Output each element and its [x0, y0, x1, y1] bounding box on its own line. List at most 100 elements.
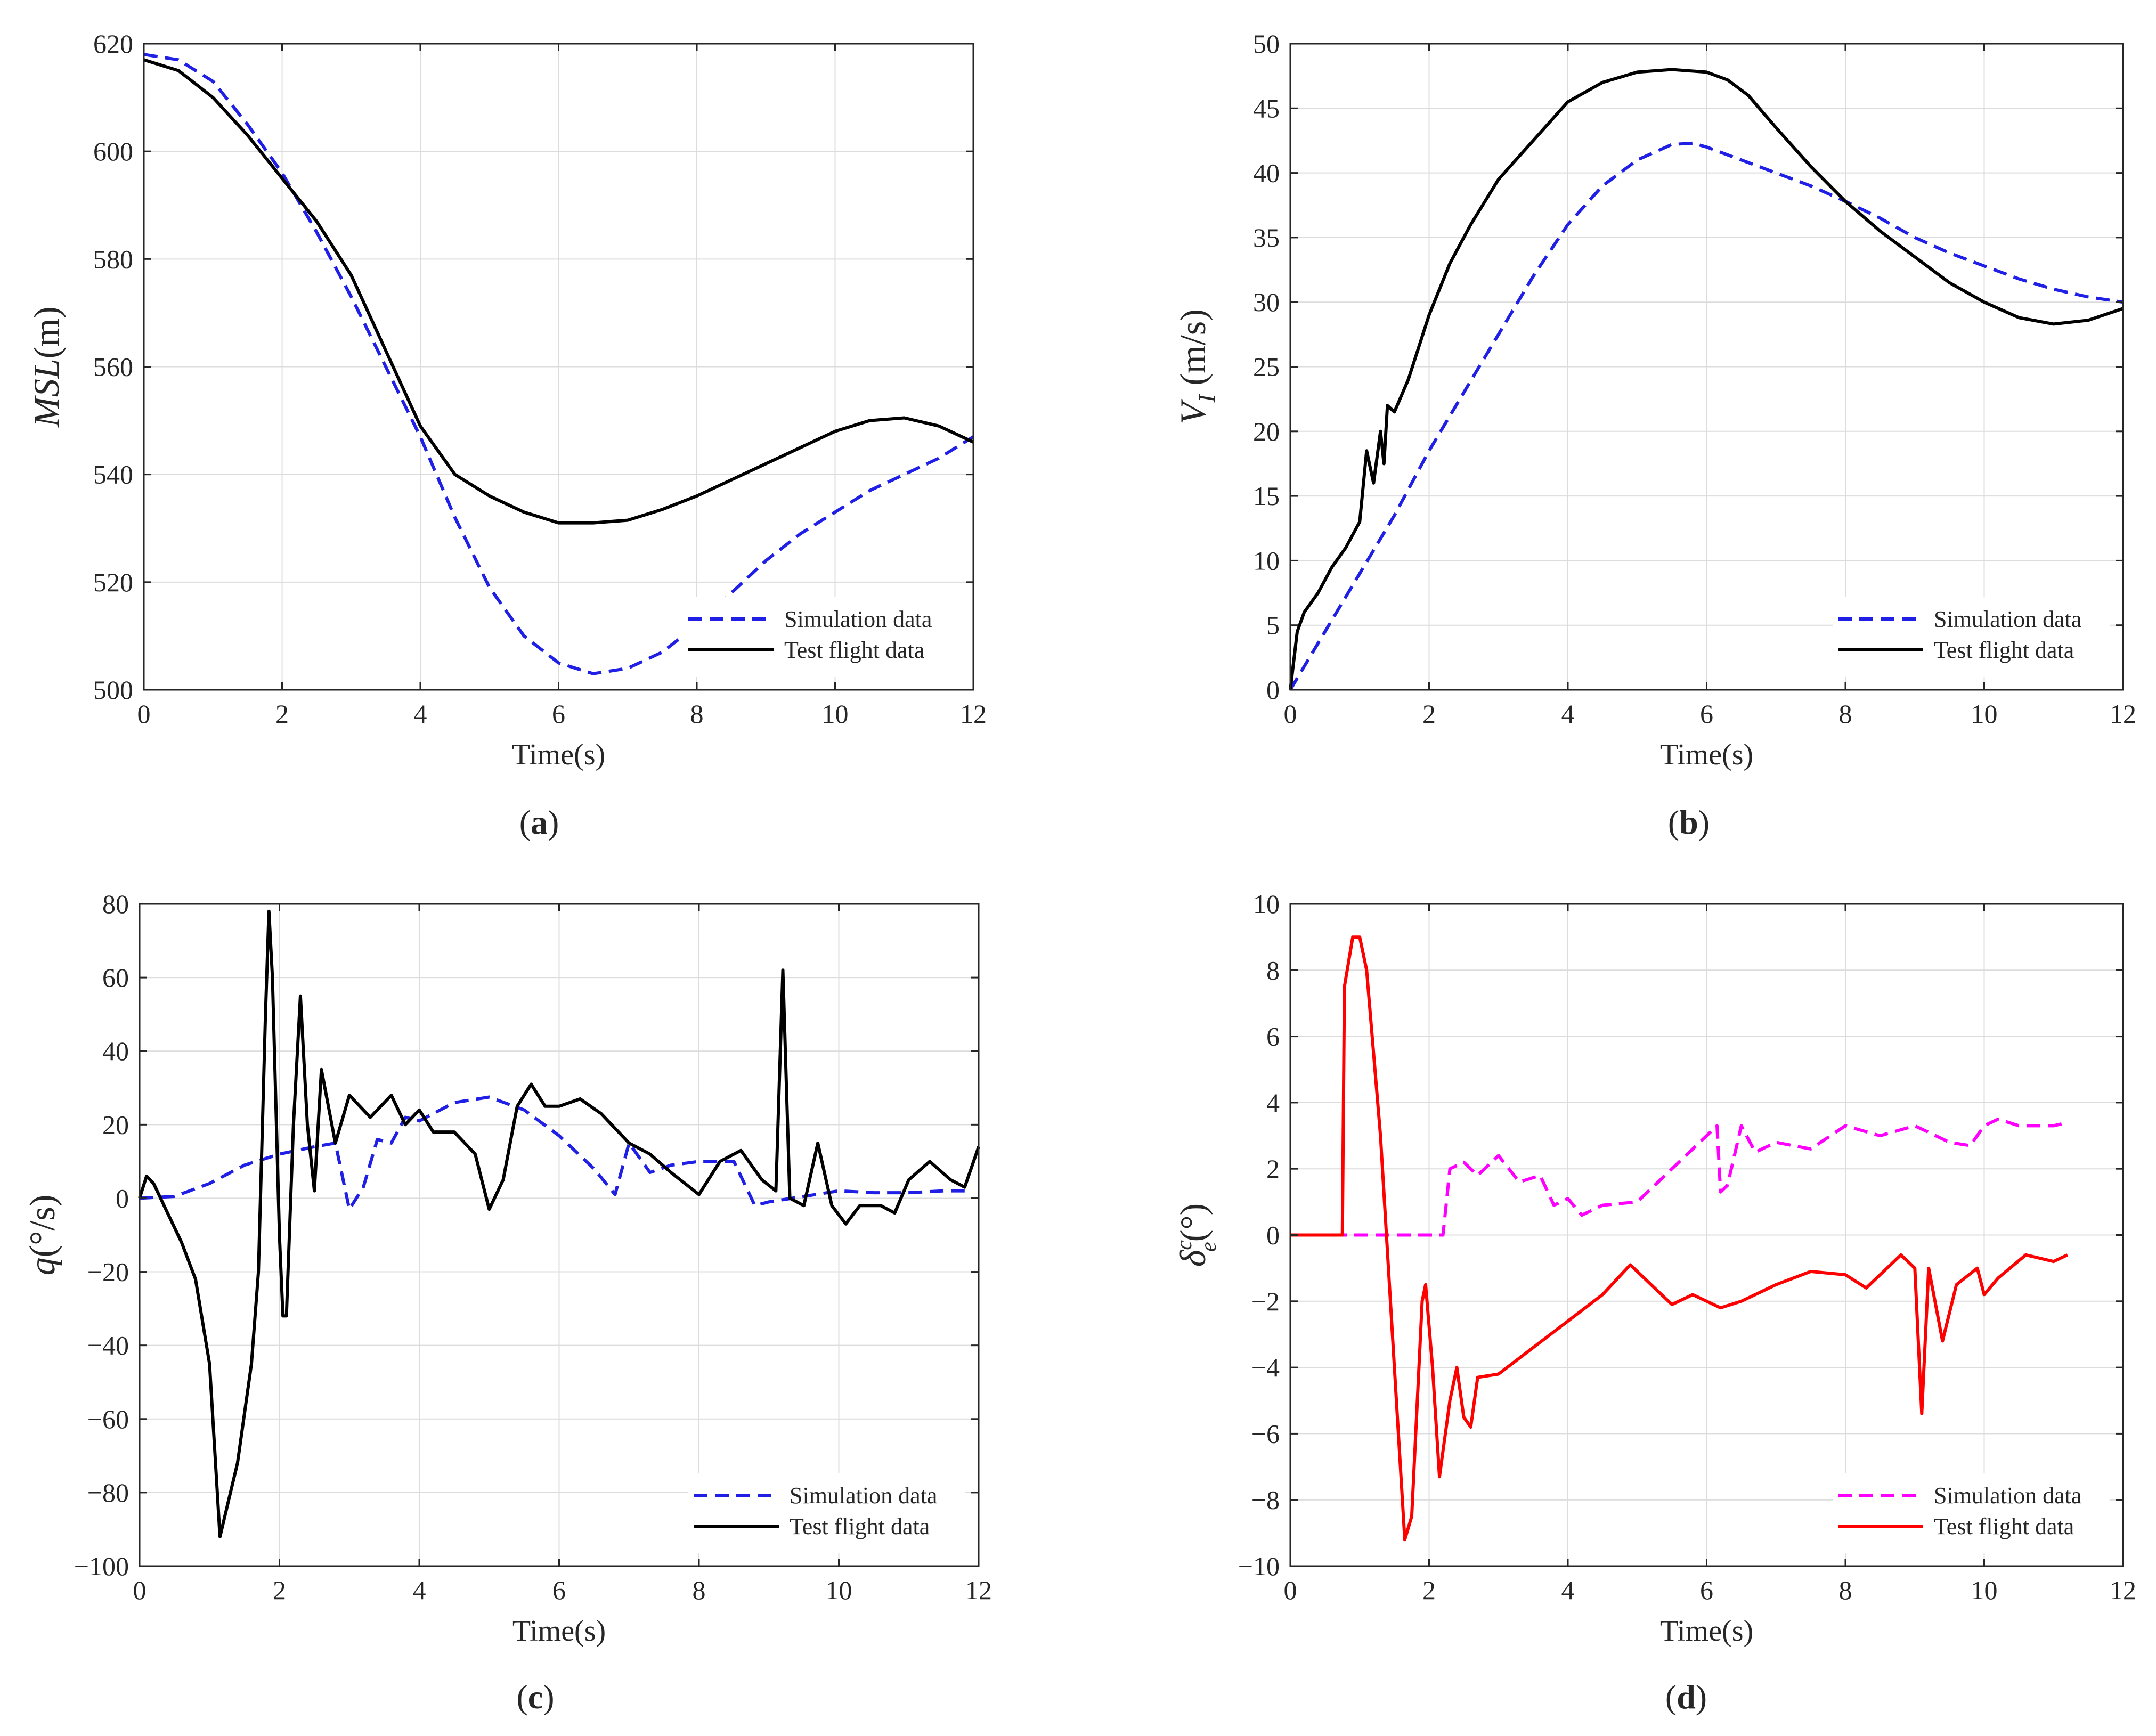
legend: Simulation data Test flight data — [1833, 1473, 2110, 1553]
y-axis-symbol: δ — [1173, 1249, 1213, 1267]
y-tick-label: −100 — [74, 1551, 129, 1581]
legend-label-simulation: Simulation data — [790, 1482, 937, 1509]
y-axis-unit: (m) — [26, 306, 67, 358]
y-axis-label: VI (m/s) — [1173, 309, 1220, 425]
x-axis-label: Time(s) — [512, 1615, 606, 1648]
x-tick-label: 4 — [413, 1575, 426, 1605]
legend-label-test-flight: Test flight data — [784, 637, 924, 663]
caption-open: ( — [516, 1678, 527, 1716]
chart-c: 0 2 4 6 8 10 12 −100 −80 −60 −40 −20 0 20 40 60 80 Time(s… — [22, 889, 992, 1716]
caption-letter: a — [531, 803, 548, 841]
y-tick-label: −20 — [87, 1257, 129, 1287]
y-axis-symbol: q — [22, 1257, 62, 1275]
y-tick-label: −8 — [1251, 1485, 1280, 1515]
y-axis-label: q(°/s) — [22, 1195, 62, 1276]
x-tick-label: 0 — [1284, 699, 1297, 729]
x-tick-label: 10 — [1971, 699, 1998, 729]
y-tick-label: 10 — [1253, 545, 1280, 575]
caption-close: ) — [1698, 803, 1710, 841]
x-tick-label: 10 — [1971, 1575, 1998, 1605]
x-tick-label: 12 — [965, 1575, 992, 1605]
x-tick-label: 8 — [1839, 1575, 1852, 1605]
legend-box — [683, 597, 960, 677]
y-tick-label: 2 — [1266, 1154, 1280, 1184]
series-line-simulation — [1289, 141, 2124, 691]
y-tick-label: −60 — [87, 1404, 129, 1434]
x-axis-label: Time(s) — [1660, 1615, 1753, 1648]
y-tick-label: −10 — [1238, 1551, 1280, 1581]
x-tick-label: 6 — [552, 699, 565, 729]
x-tick-label: 0 — [133, 1575, 147, 1605]
y-tick-label: 15 — [1253, 481, 1280, 511]
series-line-test-flight — [143, 58, 974, 525]
y-axis-subscript: I — [1194, 393, 1220, 403]
x-tick-label: 12 — [960, 699, 987, 729]
y-tick-label: 20 — [102, 1110, 129, 1139]
caption-letter: d — [1677, 1678, 1696, 1716]
chart-a: 0 2 4 6 8 10 12 500 520 540 560 580 600 620 Time(s) MSL… — [26, 29, 987, 841]
x-tick-label: 6 — [1700, 1575, 1713, 1605]
series-line-test-flight — [138, 909, 980, 1538]
y-tick-label: 0 — [1266, 675, 1280, 705]
y-tick-label: −80 — [87, 1478, 129, 1507]
y-axis-symbol: V — [1173, 398, 1213, 425]
y-tick-label: 35 — [1253, 223, 1280, 252]
caption-letter: c — [528, 1678, 543, 1716]
chart-d: 0 2 4 6 8 10 12 −10 −8 −6 −4 −2 0 2 4 6 8 10 Time(s) δce(°)… — [1172, 889, 2136, 1716]
x-tick-label: 10 — [822, 699, 849, 729]
y-tick-label: 0 — [1266, 1220, 1280, 1250]
y-tick-label: 60 — [102, 963, 129, 992]
y-tick-label: 620 — [93, 29, 133, 59]
x-tick-label: 8 — [693, 1575, 706, 1605]
x-tick-label: 0 — [137, 699, 151, 729]
series-line-simulation — [1290, 1118, 2068, 1237]
x-tick-label: 2 — [273, 1575, 286, 1605]
legend-label-test-flight: Test flight data — [790, 1513, 930, 1539]
caption-letter: b — [1679, 803, 1698, 841]
caption: (d) — [1665, 1678, 1707, 1716]
x-axis-label: Time(s) — [512, 738, 605, 771]
caption-open: ( — [1668, 803, 1679, 841]
x-tick-label: 4 — [1561, 1575, 1575, 1605]
x-tick-label: 12 — [2110, 1575, 2136, 1605]
x-tick-label: 6 — [1700, 699, 1713, 729]
y-tick-label: 4 — [1266, 1088, 1280, 1118]
x-tick-label: 4 — [1561, 699, 1575, 729]
series-line-simulation — [143, 53, 974, 675]
x-tick-label: 0 — [1284, 1575, 1297, 1605]
x-tick-label: 10 — [826, 1575, 852, 1605]
caption-close: ) — [548, 803, 559, 841]
y-tick-label: 5 — [1266, 610, 1280, 640]
y-tick-label: 10 — [1253, 889, 1280, 919]
series-line-test-flight — [1289, 68, 2124, 690]
y-tick-label: 500 — [93, 675, 133, 705]
legend-box — [1833, 1473, 2110, 1553]
x-axis-label: Time(s) — [1660, 738, 1753, 771]
y-tick-label: 50 — [1253, 29, 1280, 59]
y-axis-unit: (m/s) — [1173, 309, 1213, 395]
y-axis-label: δce(°) — [1172, 1203, 1221, 1267]
chart-b: 0 2 4 6 8 10 12 0 5 10 15 20 25 30 35 40 45 50 Time(s) VI (… — [1173, 29, 2136, 841]
y-tick-label: 0 — [116, 1183, 129, 1213]
legend-label-test-flight: Test flight data — [1934, 1513, 2074, 1539]
x-tick-label: 2 — [1422, 699, 1436, 729]
series-line-simulation — [139, 1095, 965, 1211]
y-tick-label: 520 — [93, 567, 133, 597]
y-tick-label: −40 — [87, 1331, 129, 1360]
y-tick-label: 40 — [102, 1036, 129, 1066]
y-tick-label: 8 — [1266, 955, 1280, 985]
legend-box — [1833, 597, 2110, 677]
y-tick-label: 600 — [93, 136, 133, 166]
series-line-test-flight — [1290, 935, 2069, 1542]
y-tick-label: 560 — [93, 352, 133, 382]
x-tick-label: 8 — [1839, 699, 1852, 729]
x-tick-label: 12 — [2110, 699, 2136, 729]
caption-open: ( — [519, 803, 531, 841]
caption-close: ) — [543, 1678, 554, 1716]
y-tick-label: −4 — [1251, 1352, 1280, 1382]
x-tick-label: 2 — [1422, 1575, 1436, 1605]
y-axis-subscript: e — [1197, 1242, 1221, 1252]
y-axis-symbol: MSL — [26, 358, 67, 427]
y-tick-label: 45 — [1253, 93, 1280, 123]
